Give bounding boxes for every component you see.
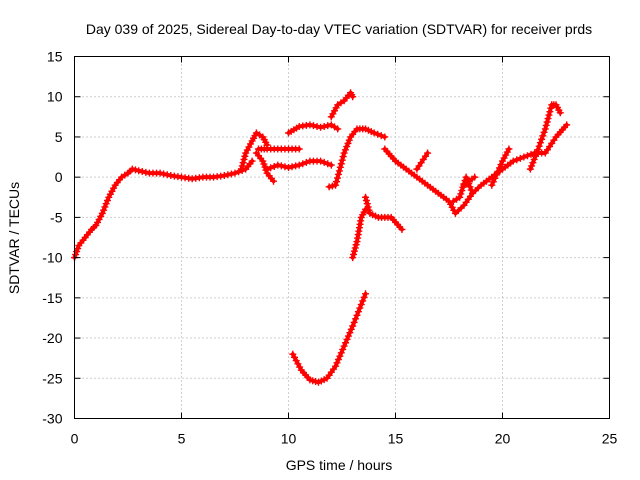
series-markers <box>327 89 357 121</box>
series-t15 <box>289 290 370 386</box>
series-markers <box>289 290 370 386</box>
y-tick-label: 10 <box>47 89 63 105</box>
series-markers <box>325 125 389 191</box>
series-markers <box>349 205 370 262</box>
series-t13 <box>349 205 370 262</box>
y-tick-label: -30 <box>42 411 62 427</box>
series-markers <box>255 145 303 153</box>
x-tick-label: 10 <box>281 431 297 447</box>
y-tick-label: -5 <box>50 209 63 225</box>
series-t9a <box>255 145 303 153</box>
y-tick-label: -15 <box>42 290 62 306</box>
series-t9b <box>263 157 335 173</box>
series-t20 <box>488 145 513 189</box>
y-tick-label: 5 <box>55 129 63 145</box>
x-tick-label: 0 <box>71 431 79 447</box>
x-tick-label: 15 <box>388 431 404 447</box>
series-markers <box>526 101 564 173</box>
y-axis-label: SDTVAR / TECUs <box>6 182 22 294</box>
series-t10 <box>285 121 342 137</box>
series-t21 <box>526 101 564 173</box>
y-tick-label: -25 <box>42 370 62 386</box>
x-axis-label: GPS time / hours <box>286 457 393 473</box>
data-series <box>71 89 571 386</box>
series-t19 <box>460 173 479 189</box>
series-t14 <box>362 193 406 233</box>
x-tick-label: 5 <box>178 431 186 447</box>
y-tick-label: -10 <box>42 250 62 266</box>
series-markers <box>237 129 271 173</box>
x-tick-label: 25 <box>602 431 618 447</box>
series-markers <box>381 145 477 217</box>
series-markers <box>413 149 432 173</box>
series-t12 <box>325 125 389 191</box>
series-t11 <box>327 89 357 121</box>
series-t8a <box>237 129 271 173</box>
chart-title: Day 039 of 2025, Sidereal Day-to-day VTE… <box>86 21 592 37</box>
plot-frame <box>74 56 610 419</box>
grid-lines <box>74 56 610 419</box>
series-t17 <box>413 149 432 173</box>
y-tick-label: 0 <box>55 169 63 185</box>
series-markers <box>362 193 406 233</box>
series-markers <box>285 121 342 137</box>
x-tick-label: 20 <box>495 431 511 447</box>
series-t16 <box>381 145 477 217</box>
axis-ticks: 0 5 10 15 20 25 15 10 5 0 -5 -10 -15 -20 -25 -30 <box>42 49 617 447</box>
y-tick-label: 15 <box>47 49 63 65</box>
series-markers <box>488 145 513 189</box>
series-markers <box>460 173 479 189</box>
series-main <box>71 157 256 262</box>
series-markers <box>263 157 335 173</box>
y-tick-label: -20 <box>42 330 62 346</box>
